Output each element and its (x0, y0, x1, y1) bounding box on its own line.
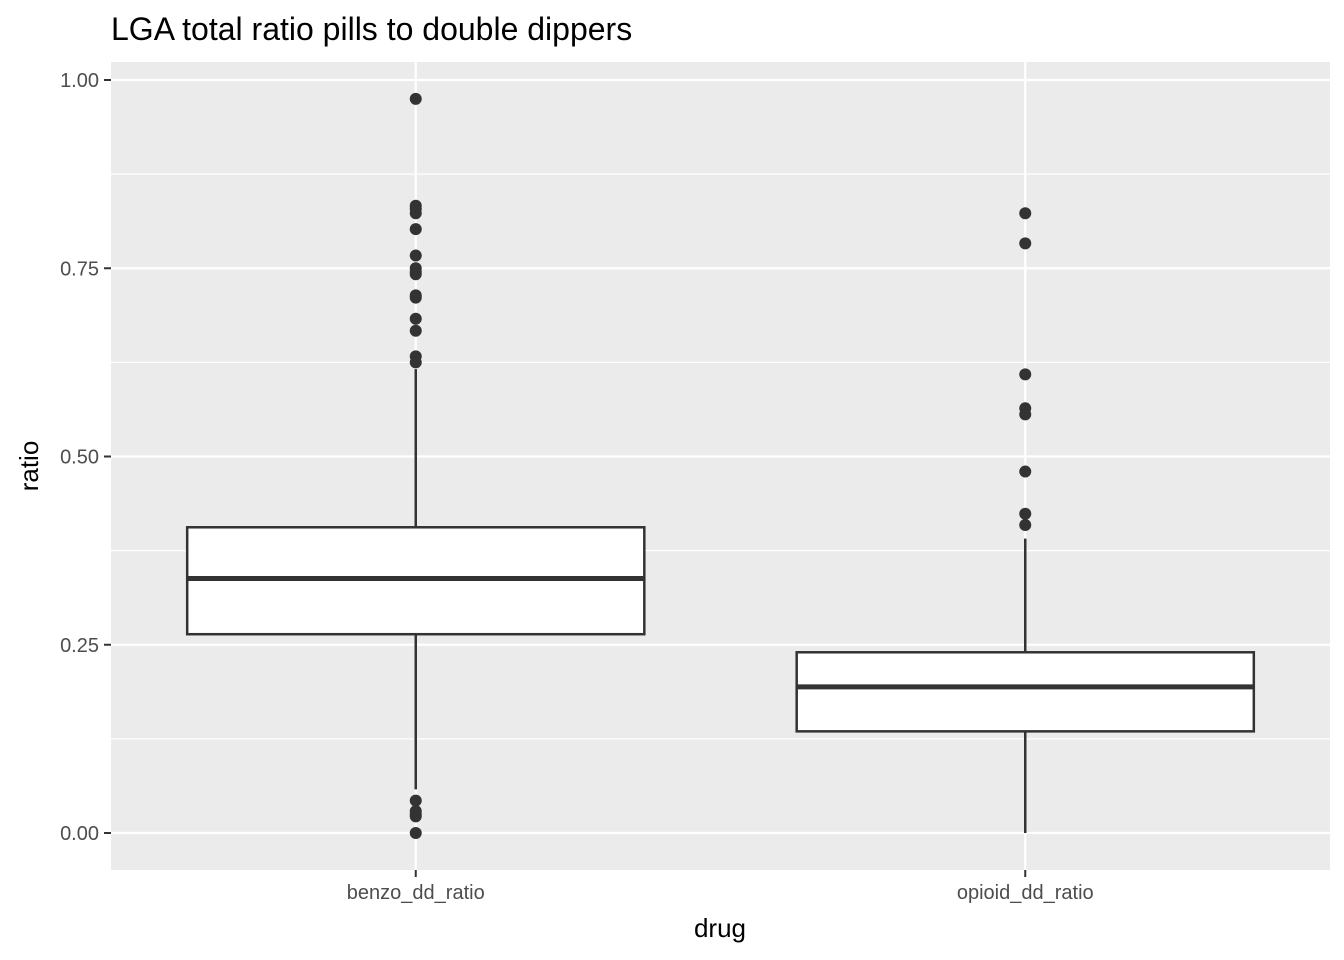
y-tick-label: 0.75 (60, 258, 99, 280)
x-axis-title: drug (694, 913, 746, 943)
outlier-point (1019, 207, 1032, 220)
outlier-point (409, 810, 422, 823)
y-axis: 0.00 0.25 0.50 0.75 1.00 (60, 70, 111, 845)
boxes (185, 92, 1256, 839)
outlier-point (409, 249, 422, 262)
outlier-point (409, 92, 422, 105)
outlier-point (409, 827, 422, 839)
box-group-opioid_dd_ratio (795, 207, 1256, 833)
outlier-point (1019, 408, 1032, 421)
outlier-point (409, 356, 422, 369)
outlier-point (409, 324, 422, 337)
box-body (795, 651, 1256, 733)
outlier-point (409, 794, 422, 807)
outlier-point (409, 312, 422, 325)
chart-title: LGA total ratio pills to double dippers (111, 11, 632, 47)
outlier-point (1019, 237, 1032, 250)
x-tick-label: benzo_dd_ratio (347, 882, 485, 904)
outlier-point (1019, 507, 1032, 520)
box-group-benzo_dd_ratio (185, 92, 646, 839)
outlier-point (1019, 368, 1032, 381)
outlier-point (1019, 519, 1032, 532)
outlier-point (409, 207, 422, 220)
y-tick-label: 0.50 (60, 447, 99, 469)
x-tick-label: opioid_dd_ratio (957, 882, 1094, 904)
x-axis: benzo_dd_ratio opioid_dd_ratio (347, 870, 1094, 904)
y-axis-title: ratio (14, 441, 44, 492)
outlier-point (409, 291, 422, 304)
plot-panel (111, 62, 1330, 870)
y-tick-label: 0.00 (60, 823, 99, 845)
outlier-point (1019, 465, 1032, 478)
outlier-point (409, 223, 422, 236)
y-tick-label: 1.00 (60, 70, 99, 92)
outlier-point (409, 268, 422, 281)
y-tick-label: 0.25 (60, 635, 99, 657)
